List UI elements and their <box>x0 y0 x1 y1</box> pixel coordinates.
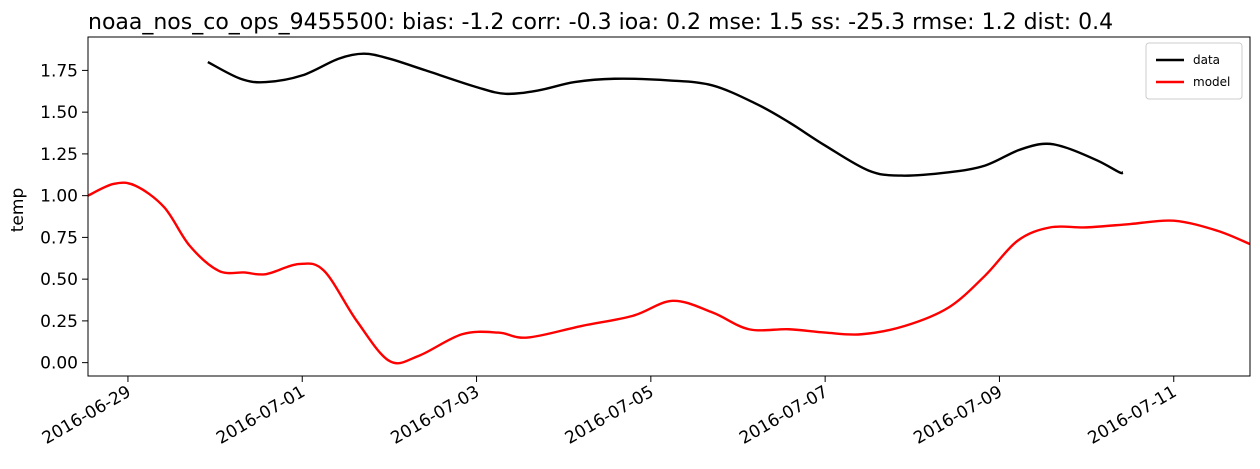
x-tick-label: 2016-07-05 <box>562 382 658 449</box>
x-tick-label: 2016-07-01 <box>213 382 309 449</box>
y-tick-label: 1.25 <box>40 145 78 165</box>
y-tick-label: 0.25 <box>40 312 78 332</box>
y-tick-label: 1.00 <box>40 187 78 207</box>
plot-series <box>88 52 1250 365</box>
y-tick-label: 0.50 <box>40 270 78 290</box>
x-tick-label: 2016-07-03 <box>387 382 483 449</box>
x-tick-label: 2016-07-07 <box>736 382 832 449</box>
y-tick-label: 1.75 <box>40 61 78 81</box>
x-tick-label: 2016-07-11 <box>1085 382 1181 449</box>
plot-frame <box>87 36 1251 377</box>
x-axis: 2016-06-29 2016-07-01 2016-07-03 2016-07-05… <box>39 376 1180 449</box>
x-tick-label: 2016-06-29 <box>39 382 135 449</box>
legend-label-model: model <box>1193 75 1230 89</box>
series-line-data <box>207 52 1124 177</box>
y-tick-label: 0.75 <box>40 228 78 248</box>
chart-title: noaa_nos_co_ops_9455500: bias: -1.2 corr… <box>88 10 1113 35</box>
y-tick-label: 0.00 <box>40 354 78 374</box>
legend-label-data: data <box>1193 53 1220 67</box>
y-tick-label: 1.50 <box>40 103 78 123</box>
y-axis: 0.00 0.25 0.50 0.75 1.00 1.25 1.50 1.75 <box>40 61 88 374</box>
legend: data model <box>1145 42 1243 100</box>
x-tick-label: 2016-07-09 <box>910 382 1006 449</box>
series-line-model <box>88 181 1250 365</box>
legend-box <box>1145 42 1243 100</box>
y-axis-label: temp <box>8 188 28 232</box>
